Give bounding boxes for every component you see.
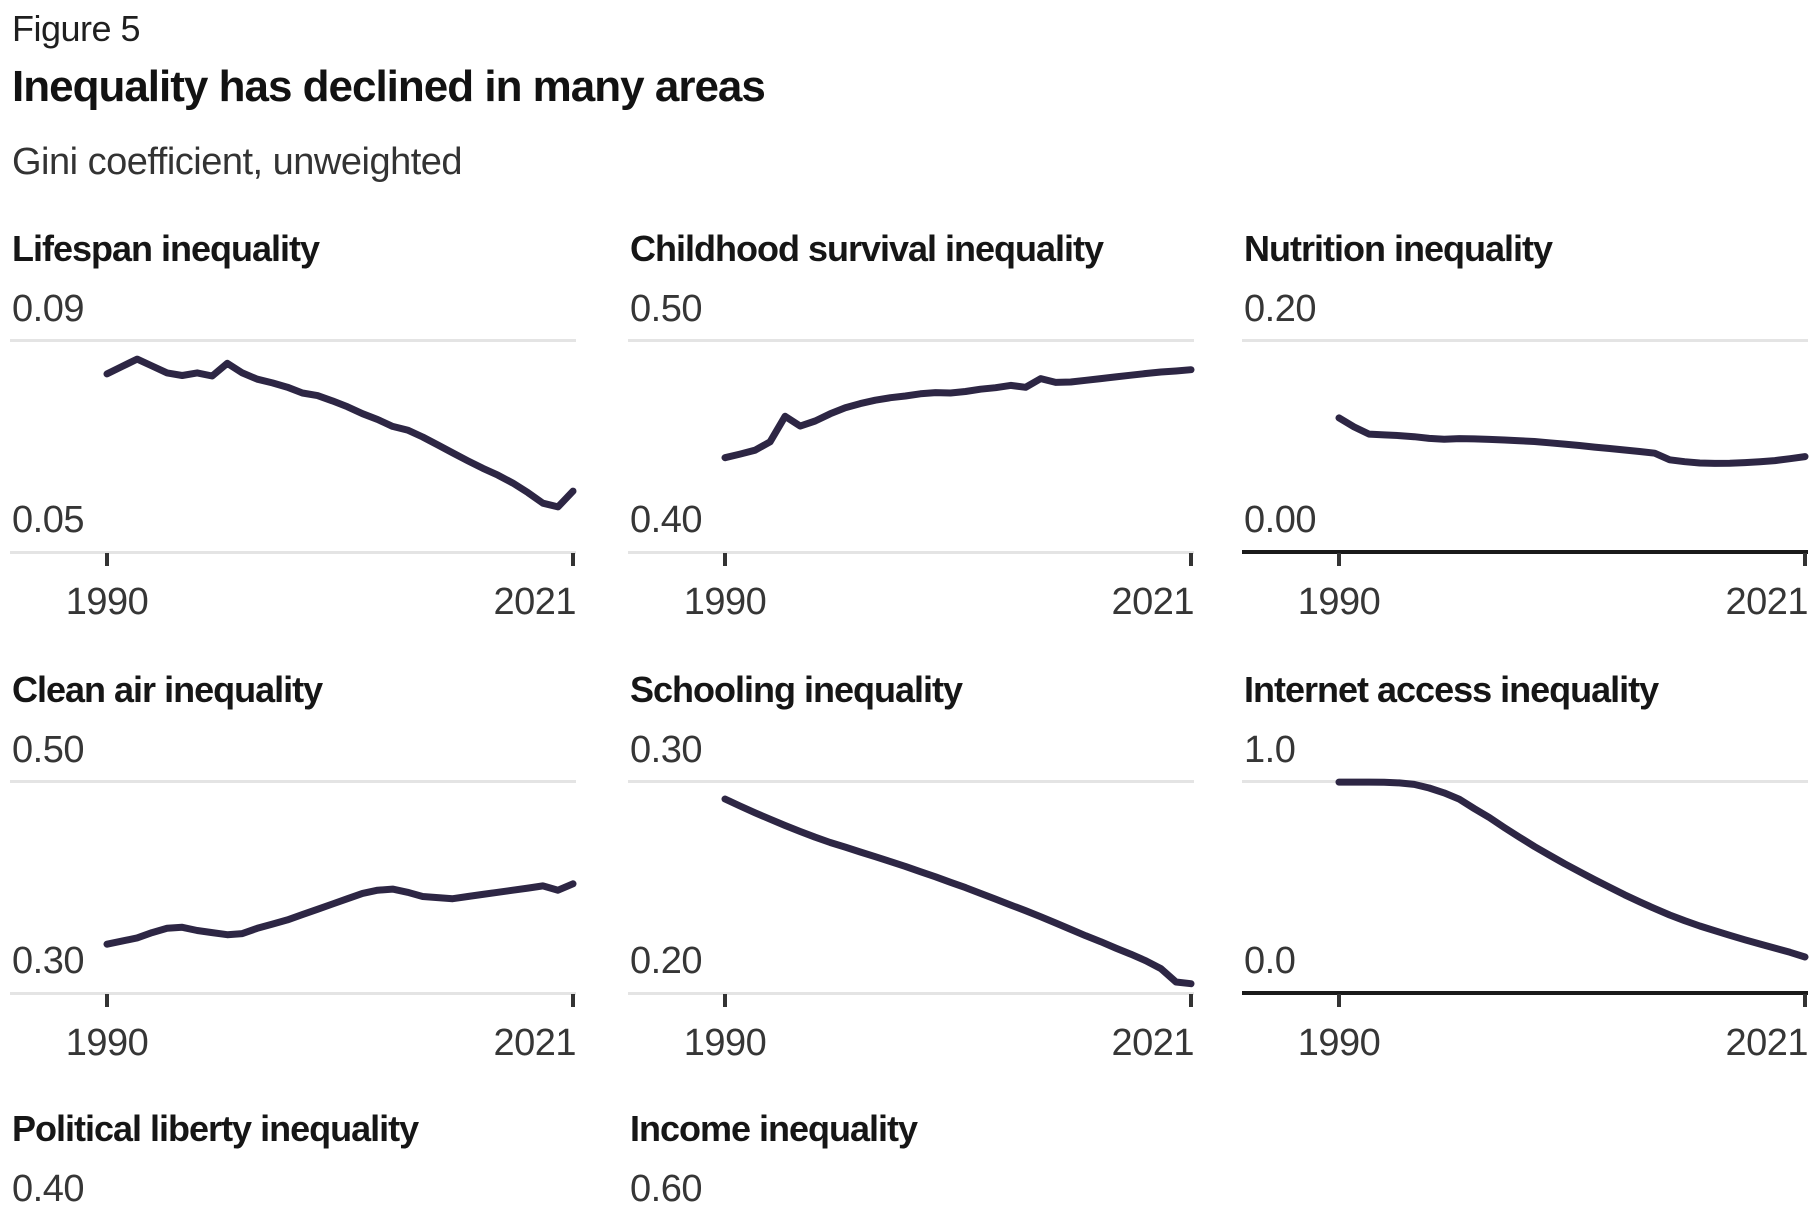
top-gridline: [10, 780, 576, 783]
x-axis-tick-start: [1337, 994, 1341, 1007]
y-axis-min-label: 0.20: [630, 940, 702, 982]
line-chart-plot: [103, 880, 577, 948]
x-axis-label-start: 1990: [683, 581, 767, 623]
y-axis-min-label: 0.40: [630, 499, 702, 541]
x-axis-line: [1242, 991, 1808, 995]
x-axis-label-end: 2021: [1725, 581, 1808, 623]
y-axis-min-label: 0.0: [1244, 940, 1296, 982]
chart-title: Political liberty inequality: [12, 1108, 419, 1149]
chart-title: Nutrition inequality: [1244, 228, 1553, 269]
y-axis-max-label: 0.50: [630, 288, 702, 330]
top-gridline: [1242, 339, 1808, 342]
y-axis-min-label: 0.05: [12, 499, 84, 541]
chart-title: Income inequality: [630, 1108, 918, 1149]
chart-cell-4: Clean air inequality 0.50 0.30 1990 2021: [10, 669, 577, 1069]
chart-title: Childhood survival inequality: [630, 228, 1104, 269]
y-axis-max-label: 0.60: [630, 1168, 702, 1210]
line-chart-plot: [1335, 778, 1809, 961]
x-axis-tick-end: [1803, 553, 1807, 566]
chart-cell-6: Internet access inequality 1.0 0.0 1990 …: [1242, 669, 1809, 1069]
y-axis-min-label: 0.30: [12, 940, 84, 982]
chart-cell-3: Nutrition inequality 0.20 0.00 1990 2021: [1242, 228, 1809, 628]
chart-cell-8: Income inequality 0.60: [628, 1108, 1194, 1220]
x-axis-tick-end: [1803, 994, 1807, 1007]
chart-cell-2: Childhood survival inequality 0.50 0.40 …: [628, 228, 1195, 628]
chart-title: Clean air inequality: [12, 669, 323, 710]
y-axis-max-label: 0.20: [1244, 288, 1316, 330]
y-axis-min-label: 0.00: [1244, 499, 1316, 541]
chart-cell-7: Political liberty inequality 0.40: [10, 1108, 576, 1220]
x-axis-line: [1242, 550, 1808, 554]
line-chart-plot: [103, 355, 577, 511]
line-chart-plot: [721, 795, 1195, 988]
x-axis-line: [628, 551, 1194, 554]
x-axis-label-start: 1990: [1297, 581, 1381, 623]
x-axis-line: [10, 992, 576, 995]
x-axis-line: [628, 992, 1194, 995]
x-axis-tick-start: [105, 553, 109, 566]
x-axis-label-start: 1990: [683, 1022, 767, 1064]
chart-title: Schooling inequality: [630, 669, 963, 710]
y-axis-max-label: 0.50: [12, 729, 84, 771]
x-axis-label-start: 1990: [65, 1022, 149, 1064]
x-axis-label-start: 1990: [65, 581, 149, 623]
figure-title: Inequality has declined in many areas: [12, 62, 766, 111]
x-axis-label-end: 2021: [493, 1022, 576, 1064]
x-axis-tick-start: [105, 994, 109, 1007]
chart-title: Lifespan inequality: [12, 228, 320, 269]
x-axis-label-end: 2021: [1111, 1022, 1194, 1064]
chart-cell-1: Lifespan inequality 0.09 0.05 1990 2021: [10, 228, 577, 628]
data-line: [721, 366, 1195, 462]
x-axis-tick-end: [1189, 994, 1193, 1007]
x-axis-tick-end: [1189, 553, 1193, 566]
y-axis-max-label: 0.40: [12, 1168, 84, 1210]
data-line: [1335, 414, 1809, 467]
top-gridline: [10, 339, 576, 342]
y-axis-max-label: 0.30: [630, 729, 702, 771]
data-line: [103, 355, 577, 511]
y-axis-max-label: 1.0: [1244, 729, 1296, 771]
x-axis-label-end: 2021: [1111, 581, 1194, 623]
x-axis-tick-end: [571, 553, 575, 566]
y-axis-max-label: 0.09: [12, 288, 84, 330]
x-axis-tick-start: [723, 553, 727, 566]
figure-number-label: Figure 5: [12, 8, 141, 49]
x-axis-line: [10, 551, 576, 554]
line-chart-plot: [721, 366, 1195, 462]
data-line: [103, 880, 577, 948]
x-axis-label-end: 2021: [1725, 1022, 1808, 1064]
chart-title: Internet access inequality: [1244, 669, 1659, 710]
data-line: [721, 795, 1195, 988]
top-gridline: [628, 339, 1194, 342]
data-line: [1335, 778, 1809, 961]
top-gridline: [1242, 780, 1808, 783]
line-chart-plot: [1335, 414, 1809, 467]
chart-cell-5: Schooling inequality 0.30 0.20 1990 2021: [628, 669, 1195, 1069]
figure-subtitle: Gini coefficient, unweighted: [12, 141, 463, 183]
x-axis-tick-start: [723, 994, 727, 1007]
top-gridline: [628, 780, 1194, 783]
x-axis-label-start: 1990: [1297, 1022, 1381, 1064]
x-axis-tick-end: [571, 994, 575, 1007]
x-axis-tick-start: [1337, 553, 1341, 566]
x-axis-label-end: 2021: [493, 581, 576, 623]
